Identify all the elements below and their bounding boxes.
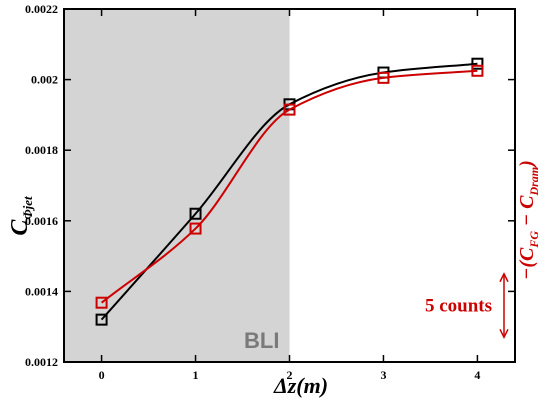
series-marker [95, 296, 108, 309]
series-layer [95, 57, 484, 326]
series-line [100, 69, 478, 304]
y-tick-label: 0.0012 [25, 355, 58, 369]
scale-bar-arrow-down [499, 328, 509, 339]
series-marker [95, 313, 108, 326]
x-axis-label: Δz(m) [273, 373, 328, 398]
x-tick-label: 0 [99, 368, 105, 382]
y-axis-right-label: −(CFG − CDram) [516, 160, 541, 280]
plot-frame [63, 8, 516, 363]
series-marker [189, 207, 202, 220]
series-marker [283, 103, 296, 116]
x-tick-label: 1 [193, 368, 199, 382]
scale-bar-label: 5 counts [425, 296, 492, 317]
x-tick-label: 4 [474, 368, 480, 382]
scale-bar: 5 counts [425, 272, 509, 339]
y-axis-label: CΦjet [7, 196, 35, 236]
y-tick-label: 0.002 [31, 73, 58, 87]
bli-shaded-region [64, 9, 290, 362]
y-tick-label: 0.0014 [25, 284, 58, 298]
y-tick-label: 0.0016 [25, 214, 58, 228]
series-marker [189, 222, 202, 235]
x-tick-label: 2 [287, 368, 293, 382]
y-tick-label: 0.0018 [25, 143, 58, 157]
series-marker [471, 64, 484, 77]
x-tick-label: 3 [380, 368, 386, 382]
scale-bar-arrow-up [499, 272, 509, 283]
series-marker [471, 57, 484, 70]
series-2 [95, 64, 484, 309]
y-tick-label: 0.0022 [25, 2, 58, 16]
series-line [100, 62, 478, 321]
bli-label: BLI [244, 328, 279, 353]
series-marker [377, 71, 390, 84]
